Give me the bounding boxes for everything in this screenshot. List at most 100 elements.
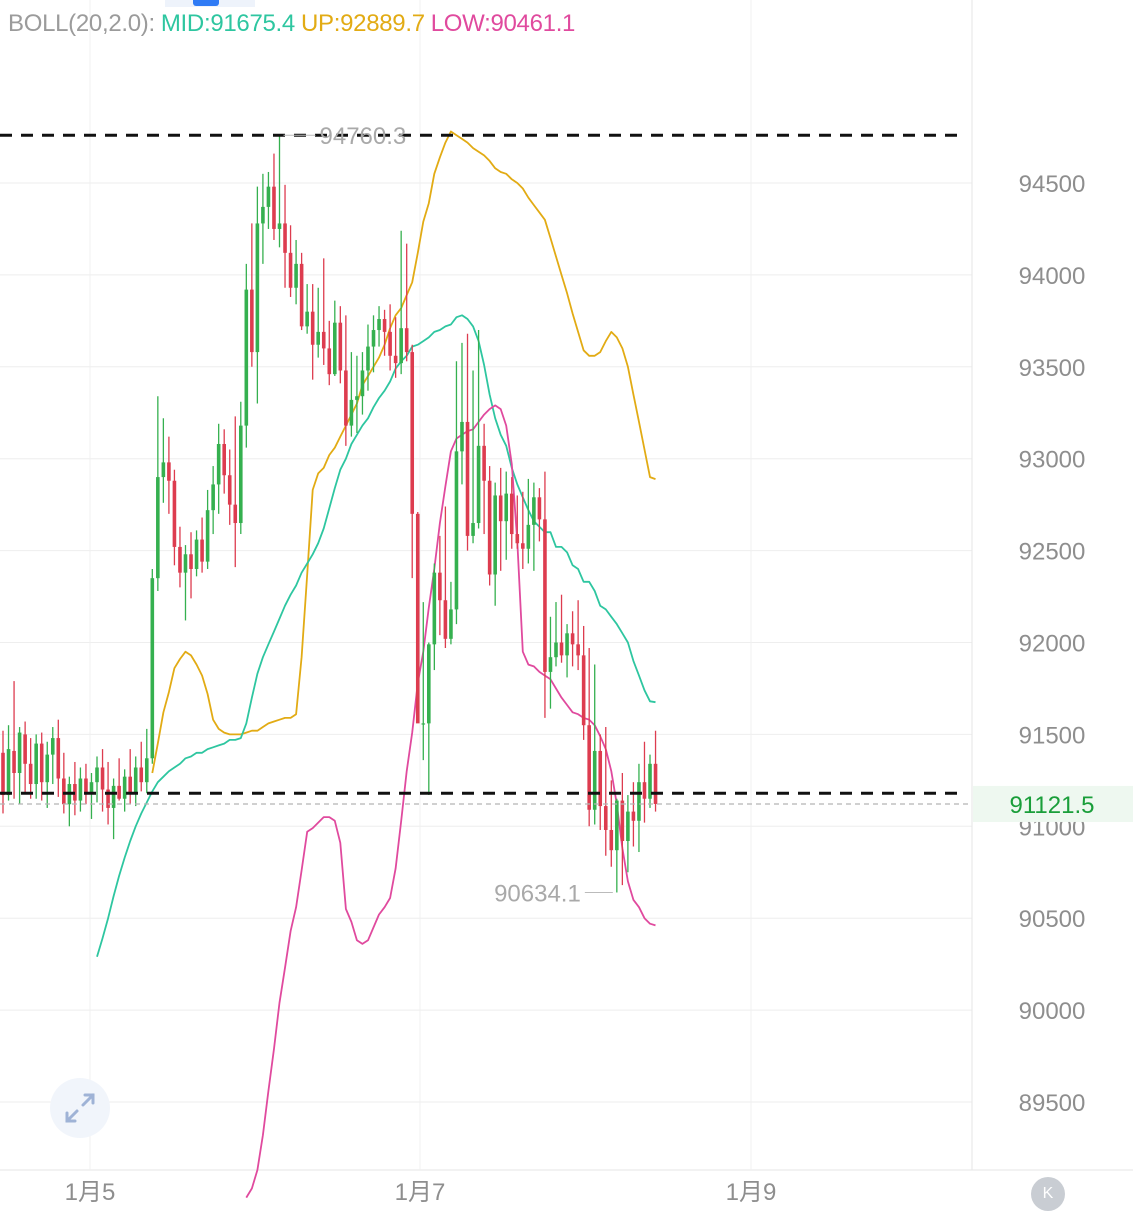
candle-body bbox=[338, 322, 343, 371]
price-grid bbox=[0, 0, 1133, 1171]
candle-body bbox=[316, 331, 321, 345]
candle-body bbox=[393, 355, 398, 364]
candle-body bbox=[17, 732, 22, 773]
time-axis: 1月5 1月7 1月9 bbox=[65, 1179, 777, 1203]
y-tick-label: 90000 bbox=[1019, 998, 1086, 1025]
x-tick-label: 1月7 bbox=[395, 1179, 446, 1203]
candle-body bbox=[294, 263, 298, 288]
candle-body bbox=[509, 493, 514, 535]
dashed-levels bbox=[0, 133, 972, 805]
time-grid bbox=[89, 0, 752, 1170]
candle-body bbox=[631, 811, 636, 821]
candle-body bbox=[321, 331, 326, 349]
candle-body bbox=[620, 800, 625, 842]
candle-body bbox=[106, 789, 110, 808]
k-logo-button[interactable]: K bbox=[1031, 1177, 1065, 1211]
candle-body bbox=[139, 767, 144, 783]
candle-body bbox=[39, 743, 44, 783]
candle-body bbox=[133, 767, 138, 794]
candle-body bbox=[6, 749, 11, 796]
candle-body bbox=[233, 504, 238, 524]
candle-body bbox=[167, 462, 171, 481]
candle-body bbox=[250, 289, 254, 353]
candle-body bbox=[349, 399, 354, 426]
candle-body bbox=[432, 572, 437, 645]
y-tick-label: 94500 bbox=[1019, 171, 1086, 198]
candle-body bbox=[421, 723, 426, 725]
candle-body bbox=[45, 754, 50, 783]
candle-body bbox=[355, 396, 359, 400]
candle-body bbox=[194, 539, 199, 569]
candle-body bbox=[23, 734, 27, 764]
price-axis: 9450094000935009300092500920009150091000… bbox=[1019, 171, 1086, 1117]
candle-body bbox=[255, 223, 260, 353]
candle-body bbox=[283, 223, 287, 253]
candle-body bbox=[598, 750, 603, 807]
candle-body bbox=[62, 778, 66, 805]
candle-body bbox=[438, 572, 442, 601]
top-tab-indicator[interactable] bbox=[165, 0, 255, 7]
candle-body bbox=[1, 752, 5, 796]
candle-body bbox=[521, 543, 525, 549]
y-tick-label: 93500 bbox=[1019, 355, 1086, 382]
candle-body bbox=[28, 763, 33, 785]
candle-body bbox=[227, 475, 232, 505]
candle-body bbox=[493, 495, 497, 575]
price-tag-label: 91121.5 bbox=[1010, 792, 1095, 819]
candle-body bbox=[366, 346, 370, 371]
candle-body bbox=[84, 778, 88, 794]
candle-body bbox=[482, 445, 486, 481]
x-tick-label: 1月5 bbox=[65, 1179, 116, 1203]
candle-body bbox=[178, 546, 182, 573]
candle-body bbox=[576, 644, 580, 656]
low-marker-label: 90634.1 bbox=[494, 880, 581, 907]
expand-arrows-icon bbox=[65, 1093, 95, 1123]
candle-body bbox=[371, 330, 376, 347]
extreme-markers: 94760.3 90634.1 bbox=[283, 123, 613, 907]
candle-body bbox=[454, 451, 459, 610]
candle-body bbox=[266, 186, 271, 207]
candle-body bbox=[78, 778, 83, 801]
candle-body bbox=[189, 554, 193, 569]
candle-body bbox=[95, 767, 99, 783]
candle-body bbox=[128, 776, 132, 794]
price-tag-box bbox=[973, 785, 1133, 822]
candle-body bbox=[581, 655, 586, 726]
candle-body bbox=[543, 519, 547, 672]
candle-body bbox=[333, 322, 337, 375]
y-tick-label: 94000 bbox=[1019, 263, 1086, 290]
candle-body bbox=[615, 800, 619, 851]
candle-body bbox=[648, 763, 652, 799]
high-marker-label: 94760.3 bbox=[320, 123, 407, 150]
candle-body bbox=[410, 352, 415, 514]
candle-body bbox=[117, 785, 121, 799]
upper-band-line bbox=[151, 130, 656, 774]
candle-body bbox=[476, 445, 481, 524]
candle-body bbox=[144, 758, 149, 783]
y-tick-label: 92500 bbox=[1019, 539, 1086, 566]
candle-body bbox=[238, 425, 243, 524]
candle-body bbox=[626, 811, 630, 842]
candle-body bbox=[261, 206, 265, 224]
candle-body bbox=[603, 806, 608, 830]
candle-body bbox=[122, 776, 127, 799]
candle-body bbox=[111, 785, 116, 808]
candle-body bbox=[526, 524, 531, 549]
candle-body bbox=[305, 311, 309, 327]
expand-chart-button[interactable] bbox=[50, 1078, 110, 1138]
candle-body bbox=[360, 370, 365, 397]
candle-body bbox=[156, 477, 160, 579]
candle-body bbox=[12, 750, 16, 773]
candle-body bbox=[404, 328, 409, 353]
candle-body bbox=[443, 600, 448, 639]
candle-body bbox=[382, 319, 387, 332]
candle-body bbox=[200, 539, 204, 562]
candle-body bbox=[449, 609, 453, 639]
lower-band-line bbox=[245, 404, 656, 1199]
y-tick-label: 91500 bbox=[1019, 722, 1086, 749]
candle-body bbox=[532, 497, 536, 525]
candle-body bbox=[377, 319, 381, 331]
candle-body bbox=[642, 782, 647, 799]
candle-body bbox=[327, 348, 332, 375]
